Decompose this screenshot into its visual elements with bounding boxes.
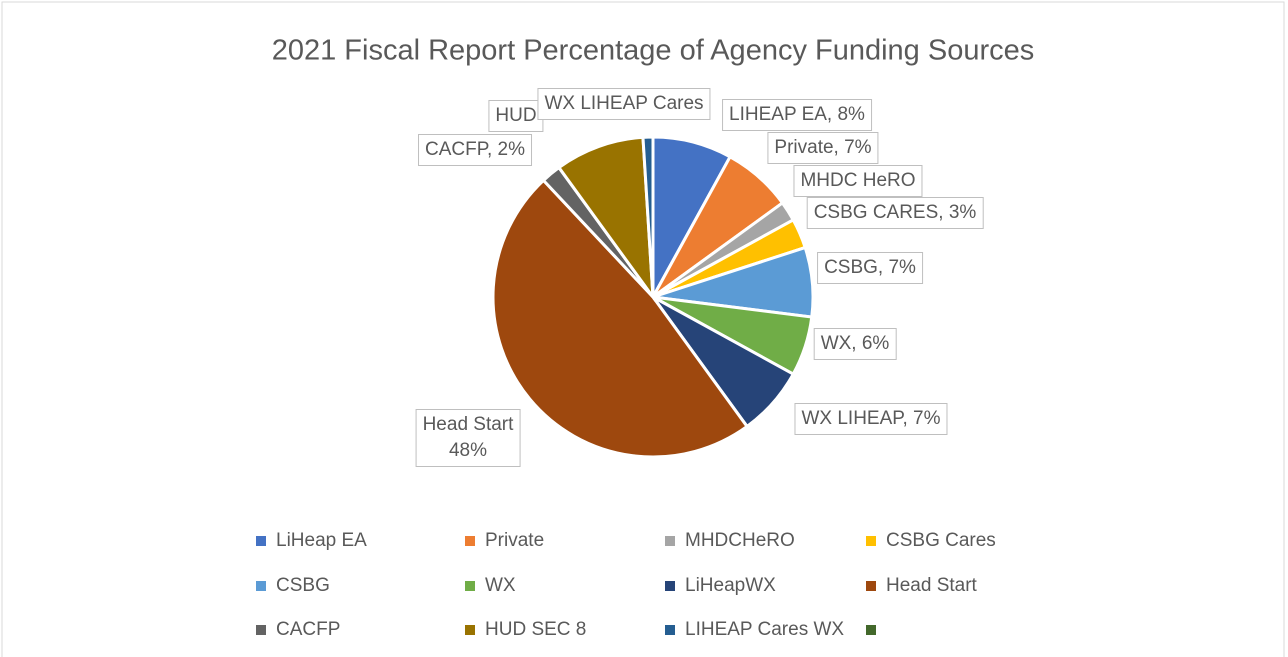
pie-slice <box>556 135 655 303</box>
legend-marker <box>256 625 266 635</box>
legend-label: Head Start <box>886 575 978 596</box>
legend-marker <box>665 625 675 635</box>
data-label: CACFP, 2% <box>418 134 532 166</box>
legend-marker <box>866 581 876 591</box>
legend-label: CSBG Cares <box>886 530 996 551</box>
data-label: LIHEAP EA, 8% <box>722 99 872 131</box>
legend-label: CSBG <box>276 575 330 596</box>
chart-title: 2021 Fiscal Report Percentage of Agency … <box>272 35 1035 67</box>
legend-label: LiHeapWX <box>685 575 776 596</box>
data-label: Private, 7% <box>767 132 879 164</box>
data-label: WX LIHEAP Cares <box>537 88 711 120</box>
legend-marker <box>465 536 475 546</box>
data-label: CSBG CARES, 3% <box>806 197 984 229</box>
legend-label: MHDCHeRO <box>685 530 795 551</box>
legend-marker <box>866 625 876 635</box>
legend-label: LIHEAP Cares WX <box>685 619 844 640</box>
data-label: CSBG, 7% <box>817 252 923 284</box>
legend-label: Private <box>485 530 544 551</box>
pie-slice <box>641 135 655 298</box>
data-label: WX LIHEAP, 7% <box>794 403 948 435</box>
legend-label: WX <box>485 575 516 596</box>
data-label: MHDC HeRO <box>793 165 923 197</box>
data-label: WX, 6% <box>813 328 897 360</box>
legend-marker <box>665 536 675 546</box>
data-label: Head Start 48% <box>415 409 521 467</box>
pie-slice <box>491 178 750 459</box>
legend-marker <box>465 625 475 635</box>
data-label: HUD <box>488 100 544 132</box>
legend-marker <box>256 581 266 591</box>
legend-label: CACFP <box>276 619 340 640</box>
legend-label: HUD SEC 8 <box>485 619 586 640</box>
legend-label: LiHeap EA <box>276 530 367 551</box>
legend-marker <box>665 581 675 591</box>
legend-marker <box>465 581 475 591</box>
legend-marker <box>866 536 876 546</box>
legend-marker <box>256 536 266 546</box>
